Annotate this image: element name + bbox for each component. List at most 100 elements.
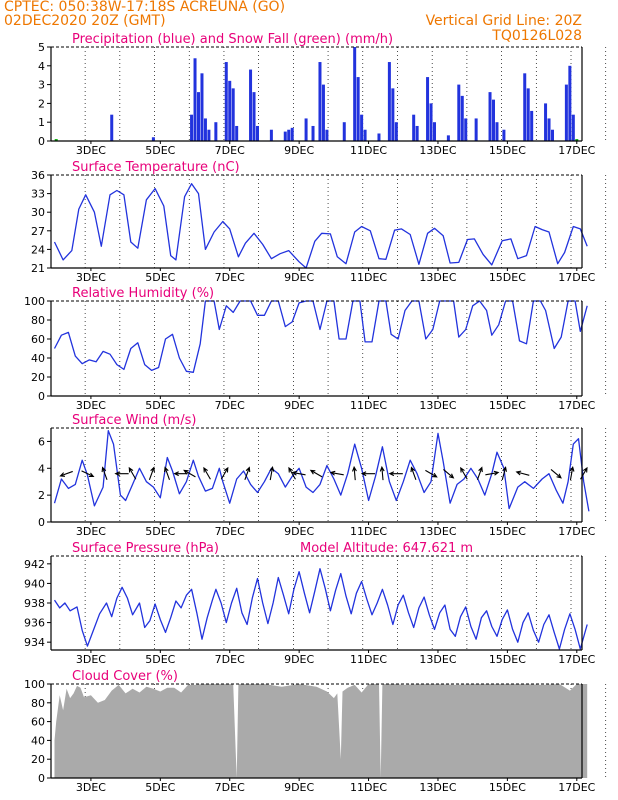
panel-title: Surface Pressure (hPa) [72, 541, 219, 556]
precip-bar [325, 129, 329, 141]
precip-bar [544, 103, 548, 141]
x-tick-label: 7DEC [215, 144, 245, 157]
precip-bar [492, 99, 495, 141]
x-tick-label: 5DEC [145, 781, 175, 794]
x-tick-label: 3DEC [76, 271, 106, 284]
x-tick-label: 13DEC [419, 525, 456, 538]
precip-bar [228, 80, 232, 141]
panel-title: Surface Temperature (nC) [72, 160, 240, 175]
press-series-line [53, 568, 588, 650]
precip-bar [564, 84, 568, 141]
y-tick-label: 20 [31, 371, 45, 384]
precip-bar [151, 137, 155, 141]
rh-series-line [53, 300, 588, 373]
y-tick-label: 40 [31, 734, 45, 747]
x-tick-label: 7DEC [215, 399, 245, 412]
y-tick-label: 60 [31, 333, 45, 346]
y-tick-label: 33 [31, 188, 45, 201]
x-tick-label: 15DEC [489, 653, 526, 666]
precip-bar [360, 114, 364, 141]
precip-bar [551, 129, 554, 141]
wind-series-line [53, 430, 590, 512]
header-station: CPTEC: 050:38W-17:18S ACREUNA (GO) [4, 0, 286, 15]
temp-series-line [53, 183, 588, 269]
wind-arrow [269, 466, 275, 481]
x-tick-label: 17DEC [558, 781, 595, 794]
precip-bar [224, 62, 228, 141]
x-tick-label: 15DEC [489, 525, 526, 538]
x-tick-label: 13DEC [419, 399, 456, 412]
x-tick-label: 15DEC [489, 399, 526, 412]
precip-bar [530, 110, 534, 141]
y-tick-label: 940 [24, 577, 45, 590]
x-tick-label: 7DEC [215, 653, 245, 666]
precip-bar [571, 114, 575, 141]
precip-bar [304, 118, 308, 141]
x-tick-label: 9DEC [284, 271, 314, 284]
header-grid-note: Vertical Grid Line: 20Z [425, 13, 582, 29]
precip-bar [356, 77, 360, 141]
precip-bar [495, 122, 499, 141]
precip-bar [256, 125, 259, 141]
precip-bar [342, 122, 346, 141]
x-tick-label: 15DEC [489, 144, 526, 157]
y-tick-label: 21 [31, 262, 45, 275]
precip-bar [433, 122, 436, 141]
wind-arrow [360, 471, 376, 477]
precip-bar [377, 133, 381, 141]
precip-bar [474, 118, 478, 141]
precip-bar [457, 84, 461, 141]
wind-arrow [148, 466, 155, 480]
wind-arrow [81, 470, 95, 478]
y-tick-label: 4 [38, 60, 45, 73]
x-tick-label: 17DEC [558, 525, 595, 538]
precip-bar [464, 118, 468, 141]
precip-bar [426, 77, 430, 141]
x-tick-label: 11DEC [350, 399, 387, 412]
y-tick-label: 0 [38, 135, 45, 148]
x-tick-label: 5DEC [145, 399, 175, 412]
precip-bar [523, 73, 527, 141]
wind-arrow [183, 469, 196, 478]
precip-bar [207, 129, 211, 141]
precip-bar [269, 129, 273, 141]
precip-bar [203, 118, 207, 141]
wind-arrow [309, 469, 323, 478]
x-tick-label: 11DEC [350, 525, 387, 538]
x-tick-label: 11DEC [350, 271, 387, 284]
precip-bar [214, 122, 218, 141]
y-tick-label: 1 [38, 116, 45, 129]
precip-bar [231, 88, 235, 141]
wind-arrow [485, 470, 500, 476]
x-tick-label: 9DEC [284, 144, 314, 157]
x-tick-label: 3DEC [76, 781, 106, 794]
snow-bar [54, 139, 58, 141]
precip-bar [353, 47, 357, 141]
precip-bar [488, 92, 492, 141]
x-tick-label: 11DEC [350, 781, 387, 794]
x-tick-label: 5DEC [145, 525, 175, 538]
y-tick-label: 2 [38, 97, 45, 110]
panel-title: Cloud Cover (%) [72, 669, 178, 684]
wind-arrow [288, 466, 296, 480]
x-tick-label: 15DEC [489, 271, 526, 284]
precip-bar [311, 125, 315, 141]
wind-arrow [501, 466, 507, 481]
x-tick-label: 13DEC [419, 781, 456, 794]
wind-arrow [244, 466, 251, 480]
precip-bar [318, 62, 322, 141]
x-tick-label: 11DEC [350, 144, 387, 157]
wind-arrow [164, 466, 171, 480]
x-tick-label: 7DEC [215, 525, 245, 538]
x-tick-label: 3DEC [76, 399, 106, 412]
y-tick-label: 936 [24, 617, 45, 630]
precip-bar [526, 88, 530, 141]
precip-bar [290, 127, 294, 141]
wind-arrow [59, 470, 73, 477]
y-tick-label: 938 [24, 597, 45, 610]
y-tick-label: 30 [31, 206, 45, 219]
panel-subtitle: Model Altitude: 647.621 m [300, 541, 473, 556]
precip-bar [197, 92, 200, 141]
x-tick-label: 5DEC [145, 144, 175, 157]
y-tick-label: 3 [38, 79, 45, 92]
